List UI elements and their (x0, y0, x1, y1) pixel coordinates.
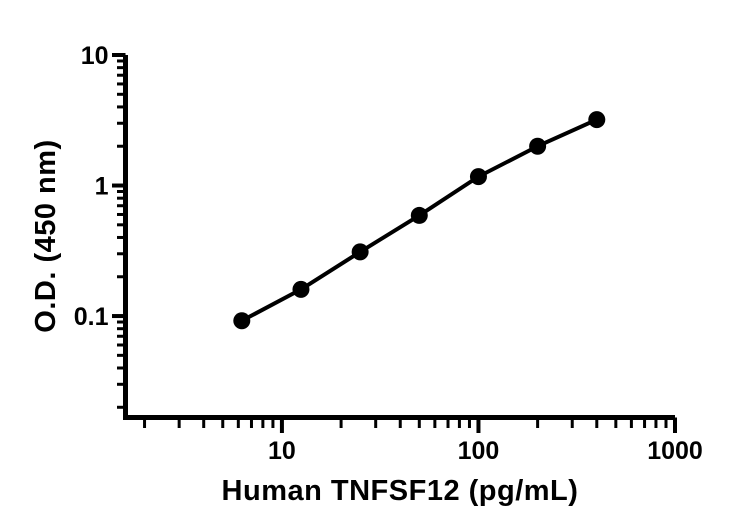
data-series (233, 111, 606, 330)
x-tick-label: 1000 (647, 437, 703, 465)
axis-spines (123, 55, 675, 420)
data-point (233, 312, 251, 330)
x-axis-minor-ticks (143, 417, 668, 428)
y-axis-tick-labels: 10 1 0.1 (74, 42, 109, 331)
data-point (588, 111, 606, 129)
data-point (410, 206, 428, 224)
y-tick-label: 1 (95, 173, 109, 201)
data-point (351, 243, 369, 261)
y-tick-label: 0.1 (74, 303, 109, 331)
x-tick-label: 100 (458, 437, 500, 465)
x-axis-title: Human TNFSF12 (pg/mL) (222, 475, 579, 507)
data-point (529, 137, 547, 155)
x-axis-tick-labels: 10 100 1000 (268, 437, 703, 465)
y-tick-label: 10 (81, 42, 109, 70)
x-tick-label: 10 (268, 437, 296, 465)
y-axis-minor-ticks (117, 59, 126, 409)
x-axis-major-ticks (279, 417, 677, 433)
y-axis-title: O.D. (450 nm) (30, 139, 62, 332)
data-point (292, 280, 310, 298)
y-axis-major-ticks (112, 53, 126, 319)
data-point (469, 168, 487, 186)
